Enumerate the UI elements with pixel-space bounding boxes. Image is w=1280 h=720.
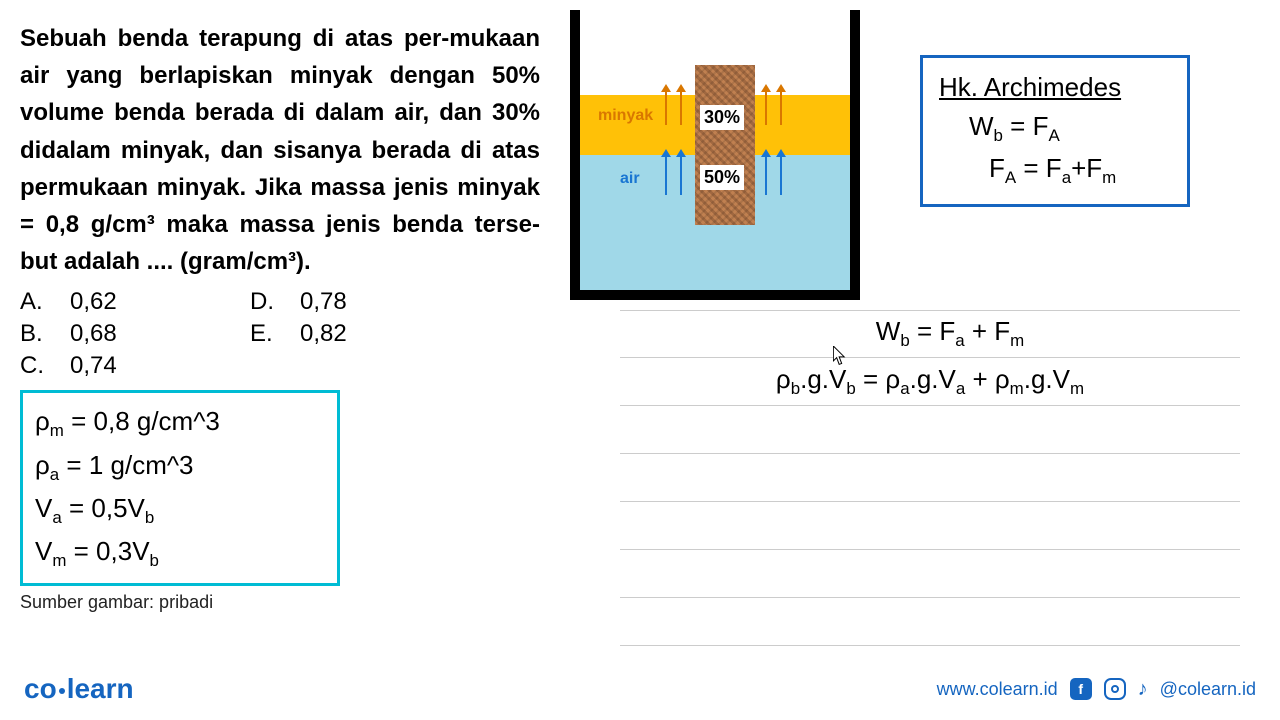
question-text: Sebuah benda terapung di atas per-mukaan… bbox=[20, 20, 540, 280]
work-blank bbox=[620, 550, 1240, 598]
work-eq1: Wb = Fa + Fm bbox=[620, 310, 1240, 358]
work-eq2: ρb.g.Vb = ρa.g.Va + ρm.g.Vm bbox=[620, 358, 1240, 406]
given-line: ρa = 1 g/cm^3 bbox=[35, 445, 325, 488]
percent-oil-label: 30% bbox=[700, 105, 744, 130]
beaker-diagram: 30% 50% minyak air bbox=[570, 10, 870, 310]
archimedes-eq1: Wb = FA bbox=[939, 107, 1171, 149]
facebook-icon[interactable]: f bbox=[1070, 678, 1092, 700]
arrow-icon bbox=[765, 90, 767, 125]
source-caption: Sumber gambar: pribadi bbox=[20, 592, 540, 613]
given-line: ρm = 0,8 g/cm^3 bbox=[35, 401, 325, 444]
arrow-icon bbox=[780, 155, 782, 195]
water-text-label: air bbox=[620, 170, 640, 188]
given-line: Va = 0,5Vb bbox=[35, 488, 325, 531]
arrow-icon bbox=[780, 90, 782, 125]
work-blank bbox=[620, 454, 1240, 502]
option-letter: E. bbox=[250, 320, 300, 348]
instagram-icon[interactable] bbox=[1104, 678, 1126, 700]
option-value: 0,82 bbox=[300, 320, 347, 348]
option-letter: C. bbox=[20, 352, 70, 380]
work-blank bbox=[620, 598, 1240, 646]
option-value: 0,78 bbox=[300, 288, 347, 316]
footer-bar: colearn www.colearn.id f ♪ @colearn.id bbox=[0, 664, 1280, 714]
option-letter: D. bbox=[250, 288, 300, 316]
tiktok-icon[interactable]: ♪ bbox=[1138, 678, 1148, 701]
given-line: Vm = 0,3Vb bbox=[35, 531, 325, 574]
footer-handle[interactable]: @colearn.id bbox=[1160, 679, 1256, 700]
brand-logo: colearn bbox=[24, 673, 134, 705]
archimedes-title: Hk. Archimedes bbox=[939, 68, 1171, 107]
arrow-icon bbox=[765, 155, 767, 195]
option-letter: A. bbox=[20, 288, 70, 316]
percent-water-label: 50% bbox=[700, 165, 744, 190]
oil-text-label: minyak bbox=[598, 107, 653, 125]
archimedes-law-box: Hk. Archimedes Wb = FA FA = Fa+Fm bbox=[920, 55, 1190, 207]
option-value: 0,68 bbox=[70, 320, 117, 348]
option-d: D. 0,78 bbox=[250, 288, 460, 316]
option-letter: B. bbox=[20, 320, 70, 348]
option-value: 0,74 bbox=[70, 352, 117, 380]
cursor-icon bbox=[833, 346, 847, 366]
floating-block bbox=[695, 65, 755, 225]
right-column: 30% 50% minyak air Hk. Archimedes Wb = F… bbox=[560, 20, 1260, 660]
footer-url[interactable]: www.colearn.id bbox=[937, 679, 1058, 700]
work-blank bbox=[620, 502, 1240, 550]
option-e: E. 0,82 bbox=[250, 320, 460, 348]
left-column: Sebuah benda terapung di atas per-mukaan… bbox=[20, 20, 560, 660]
archimedes-eq2: FA = Fa+Fm bbox=[939, 149, 1171, 191]
beaker-outline: 30% 50% minyak air bbox=[570, 10, 860, 300]
arrow-icon bbox=[680, 155, 682, 195]
arrow-icon bbox=[665, 90, 667, 125]
given-values-box: ρm = 0,8 g/cm^3 ρa = 1 g/cm^3 Va = 0,5Vb… bbox=[20, 390, 340, 586]
option-value: 0,62 bbox=[70, 288, 117, 316]
work-area: Wb = Fa + Fm ρb.g.Vb = ρa.g.Va + ρm.g.Vm bbox=[620, 310, 1240, 646]
options-grid: A. 0,62 D. 0,78 B. 0,68 E. 0,82 C. 0,74 bbox=[20, 288, 540, 380]
option-c: C. 0,74 bbox=[20, 352, 250, 380]
work-blank bbox=[620, 406, 1240, 454]
option-b: B. 0,68 bbox=[20, 320, 250, 348]
option-a: A. 0,62 bbox=[20, 288, 250, 316]
arrow-icon bbox=[665, 155, 667, 195]
footer-links: www.colearn.id f ♪ @colearn.id bbox=[937, 678, 1256, 701]
arrow-icon bbox=[680, 90, 682, 125]
